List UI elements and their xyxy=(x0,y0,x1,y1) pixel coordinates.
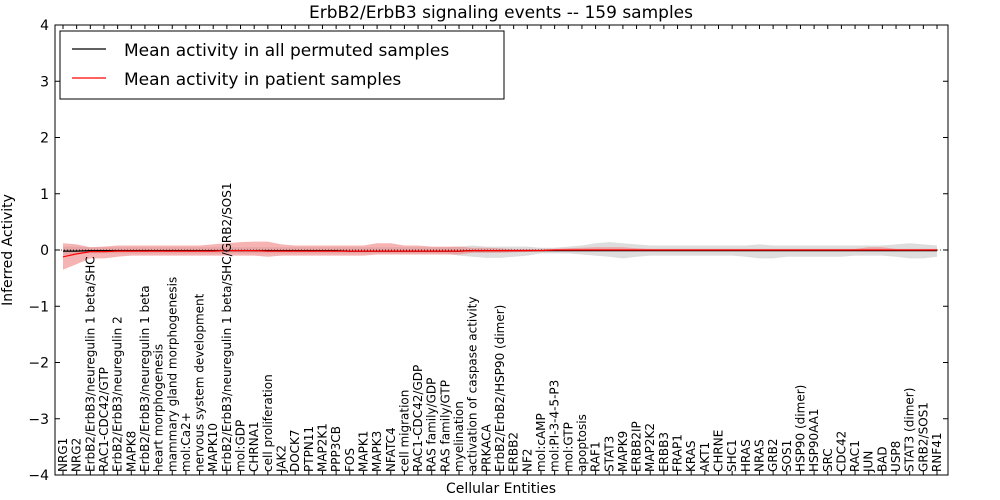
x-tick-label: USP8 xyxy=(889,441,903,472)
x-tick-label: mol:GDP xyxy=(234,420,248,472)
x-tick-label: MAPK10 xyxy=(206,423,220,472)
x-tick-label: CHRNE xyxy=(712,430,726,472)
x-tick-label: MAPK9 xyxy=(616,431,630,472)
x-tick-label: myelination xyxy=(452,401,466,472)
x-tick-label: ErbB2/ErbB2/HSP90 (dimer) xyxy=(493,305,507,472)
x-tick-label: apoptosis xyxy=(575,414,589,472)
x-tick-label: HSP90 (dimer) xyxy=(793,385,807,472)
x-tick-label: NF2 xyxy=(520,448,534,472)
x-tick-label: SRC xyxy=(821,448,835,472)
x-tick-label: HRAS xyxy=(739,439,753,472)
legend: Mean activity in all permuted samples Me… xyxy=(59,30,505,100)
x-tick-label: MAPK3 xyxy=(370,431,384,472)
chart-title: ErbB2/ErbB3 signaling events -- 159 samp… xyxy=(309,3,693,23)
x-tick-label: mol:cAMP xyxy=(534,413,548,472)
x-tick-label: NRAS xyxy=(753,439,767,472)
y-tick-label: −3 xyxy=(28,412,49,428)
x-tick-label: STAT3 xyxy=(602,436,616,472)
x-tick-label: RAF1 xyxy=(589,441,603,472)
x-tick-label: RAC1-CDC42/GTP xyxy=(97,367,111,472)
y-tick-label: 0 xyxy=(40,243,49,259)
x-tick-label: RAS family/GTP xyxy=(438,380,452,472)
x-tick-label: CHRNA1 xyxy=(247,421,261,472)
y-tick-label: 3 xyxy=(40,74,49,90)
x-tick-label: DOCK7 xyxy=(288,429,302,472)
x-tick-label: ErbB2/ErbB3/neuregulin 1 beta/SHC xyxy=(83,256,97,472)
x-tick-label: JUN xyxy=(862,451,876,473)
x-tick-label: NFATC4 xyxy=(384,427,398,472)
x-tick-label: SOS1 xyxy=(780,440,794,472)
x-tick-label: GRB2 xyxy=(766,438,780,472)
patient-mean-line xyxy=(62,249,937,258)
x-tick-label: cell proliferation xyxy=(261,374,275,472)
x-tick-label: GRB2/SOS1 xyxy=(916,402,930,472)
x-tick-label: RNF41 xyxy=(930,433,944,473)
x-tick-label: MAPK8 xyxy=(124,431,138,472)
x-tick-label: RAC1-CDC42/GDP xyxy=(411,365,425,472)
x-tick-label: PPP3CB xyxy=(329,426,343,472)
x-tick-label: ErbB2/ErbB3/neuregulin 1 beta xyxy=(138,285,152,472)
x-tick-label: RAS family/GDP xyxy=(425,378,439,472)
x-tick-label: ErbB2/ErbB3/neuregulin 2 xyxy=(111,316,125,472)
x-tick-label: NRG2 xyxy=(70,438,84,472)
x-tick-label: ErbB2/ErbB3/neuregulin 1 beta/SHC/GRB2/S… xyxy=(220,182,234,472)
x-tick-label: FRAP1 xyxy=(671,434,685,472)
x-axis-ticks: NRG1 NRG2 ErbB2/ErbB3/neuregulin 1 beta/SH… xyxy=(56,25,944,475)
x-tick-label: FOS xyxy=(343,448,357,472)
x-axis-label: Cellular Entities xyxy=(446,481,556,497)
x-tick-label: nervous system development xyxy=(193,293,207,472)
x-tick-label: JAK2 xyxy=(275,445,289,473)
x-tick-label: RAC1 xyxy=(848,440,862,472)
x-tick-label: PRKACA xyxy=(479,423,493,472)
x-tick-label: ERBB2IP xyxy=(630,421,644,472)
x-tick-label: MAP2K1 xyxy=(316,423,330,472)
patient-band xyxy=(63,241,937,270)
plot-area-frame xyxy=(54,24,949,476)
x-tick-label: mol:Ca2+ xyxy=(179,412,193,472)
x-tick-label: mammary gland morphogenesis xyxy=(165,277,179,472)
x-tick-label: KRAS xyxy=(684,440,698,472)
x-tick-label: MAPK1 xyxy=(356,431,370,472)
legend-box xyxy=(59,30,505,100)
x-tick-label: heart morphogenesis xyxy=(152,344,166,472)
y-tick-label: 4 xyxy=(40,18,49,34)
y-tick-label: −2 xyxy=(28,356,49,372)
y-tick-label: −1 xyxy=(28,299,49,315)
legend-label-permuted: Mean activity in all permuted samples xyxy=(124,41,449,61)
y-axis-label: Inferred Activity xyxy=(0,194,16,306)
x-tick-label: STAT3 (dimer) xyxy=(903,388,917,472)
y-tick-label: 1 xyxy=(40,187,49,203)
x-tick-label: BAD xyxy=(875,446,889,472)
y-tick-label: 2 xyxy=(40,131,49,147)
series-lines xyxy=(62,249,937,258)
x-tick-label: ERBB3 xyxy=(657,432,671,472)
x-tick-label: CDC42 xyxy=(834,431,848,472)
x-tick-label: NRG1 xyxy=(56,438,70,472)
x-tick-label: mol:PI-3-4-5-P3 xyxy=(548,380,562,472)
x-tick-label: AKT1 xyxy=(698,442,712,472)
legend-label-patient: Mean activity in patient samples xyxy=(124,70,401,90)
x-tick-label: activation of caspase activity xyxy=(466,297,480,472)
x-tick-label: mol:GTP xyxy=(561,422,575,472)
x-tick-label: HSP90AA1 xyxy=(807,408,821,472)
x-tick-label: SHC1 xyxy=(725,439,739,472)
x-tick-label: ERBB2 xyxy=(507,432,521,472)
x-tick-label: MAP2K2 xyxy=(643,423,657,472)
x-tick-label: cell migration xyxy=(397,390,411,472)
y-axis-ticks: −4 −3 −2 −1 0 1 2 3 4 xyxy=(28,18,948,484)
x-tick-label: PTPN11 xyxy=(302,426,316,472)
y-tick-label: −4 xyxy=(28,468,49,484)
